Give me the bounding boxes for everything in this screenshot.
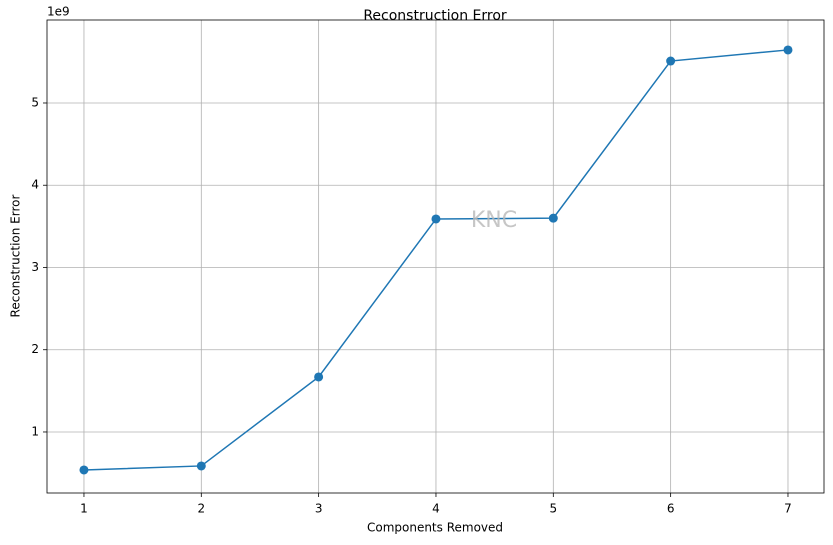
x-tick-label: 5 [549,502,557,516]
x-tick-label: 1 [80,502,88,516]
y-axis-label: Reconstruction Error [9,195,23,318]
x-axis-label: Components Removed [367,521,503,535]
point [431,214,441,224]
y-tick-label: 5 [31,95,39,109]
point [666,56,676,66]
x-tick-label: 7 [784,502,792,516]
x-tick-label: 2 [197,502,205,516]
x-tick-label: 6 [667,502,675,516]
x-tick-label: 4 [432,502,440,516]
y-tick-label: 4 [31,178,39,192]
y-tick-label: 2 [31,342,39,356]
point [79,465,89,475]
point [548,213,558,223]
y-tick-label: 3 [31,260,39,274]
y-tick-label: 1 [31,424,39,438]
point [783,45,793,55]
point [314,372,324,382]
watermark: KNC [471,208,517,233]
x-tick-label: 3 [315,502,323,516]
point [196,461,206,471]
plot-frame [46,19,825,494]
chart-title: Reconstruction Error [363,8,507,24]
y-offset-label: 1e9 [47,5,70,19]
